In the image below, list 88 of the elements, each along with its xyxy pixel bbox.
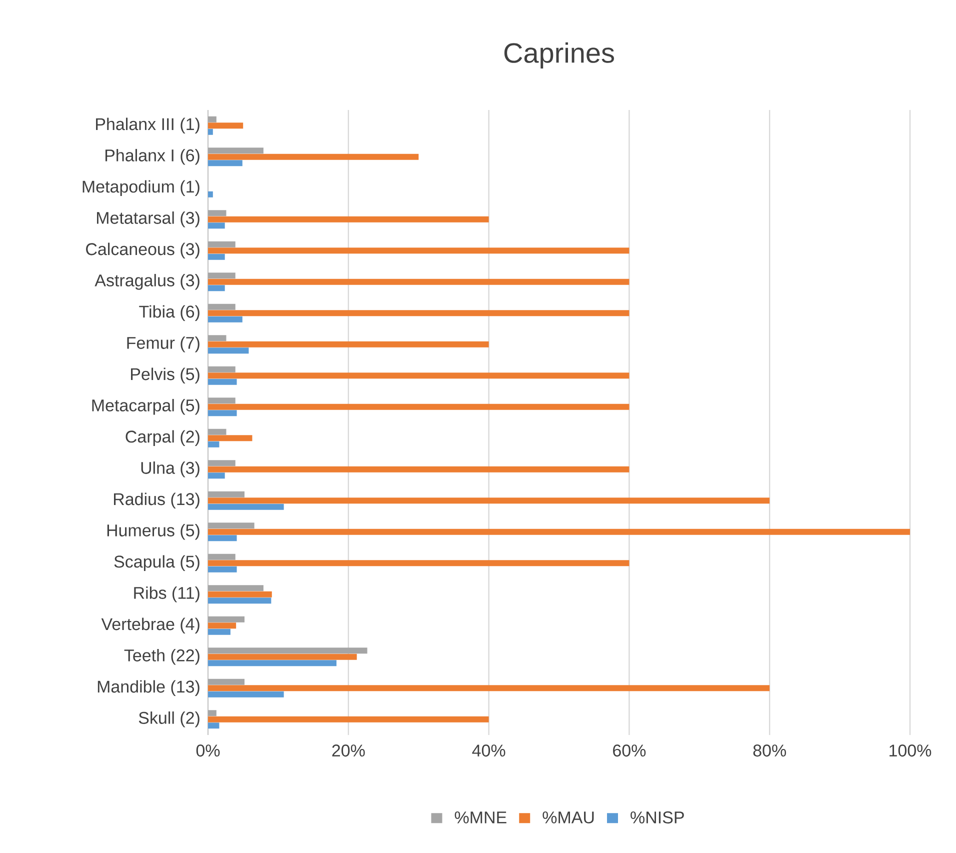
bar xyxy=(208,522,254,529)
bar xyxy=(208,410,237,416)
bar xyxy=(208,678,245,685)
x-tick-label: 60% xyxy=(613,744,646,757)
x-tick-label: 80% xyxy=(753,744,786,757)
y-tick-label: Metatarsal (3) xyxy=(97,211,200,228)
bar xyxy=(208,716,489,722)
bar xyxy=(208,254,225,260)
y-tick-label: Astragalus (3) xyxy=(94,274,200,290)
x-tick-label: 20% xyxy=(332,744,365,757)
bar xyxy=(208,585,264,592)
bar xyxy=(208,616,245,622)
bar xyxy=(208,648,368,654)
bar xyxy=(208,316,242,322)
y-tick-label: Pelvis (5) xyxy=(131,368,200,384)
bar xyxy=(208,441,220,448)
bar xyxy=(208,560,630,566)
y-tick-label: Phalanx III (1) xyxy=(96,118,200,134)
bar xyxy=(208,304,236,310)
bar xyxy=(208,554,236,560)
bar xyxy=(208,535,237,542)
bar xyxy=(208,210,226,216)
bar xyxy=(208,622,236,629)
bar xyxy=(208,498,770,504)
bar xyxy=(208,710,216,716)
y-tick-label: Radius (13) xyxy=(114,492,200,509)
x-tick-label: 100% xyxy=(890,744,932,757)
y-tick-label: Ribs (11) xyxy=(134,586,200,602)
bar xyxy=(208,241,236,248)
bar xyxy=(208,216,489,222)
bar xyxy=(208,685,770,692)
bar xyxy=(208,372,630,379)
bar xyxy=(208,504,284,510)
bar xyxy=(208,341,489,348)
bar xyxy=(208,460,236,466)
bar xyxy=(208,116,216,122)
bar xyxy=(208,466,630,472)
bar xyxy=(208,285,225,292)
y-tick-label: Phalanx I (6) xyxy=(105,148,200,165)
bar xyxy=(208,191,213,198)
bar xyxy=(208,122,244,129)
chart-title: Caprines xyxy=(504,42,614,68)
bar xyxy=(208,691,284,698)
bar xyxy=(208,378,237,385)
y-tick-label: Vertebrae (4) xyxy=(101,618,200,634)
bar xyxy=(208,148,264,154)
bar xyxy=(208,660,336,666)
bar xyxy=(208,528,910,535)
bar xyxy=(208,222,225,229)
bar xyxy=(208,278,630,285)
y-tick-label: Calcaneous (3) xyxy=(86,242,200,259)
bar xyxy=(208,398,236,404)
x-tick-label: 0% xyxy=(196,744,220,757)
y-tick-label: Skull (2) xyxy=(138,711,200,728)
bar xyxy=(208,366,236,372)
bar xyxy=(208,628,230,635)
y-tick-label: Tibia (6) xyxy=(139,305,200,322)
bar xyxy=(208,654,357,660)
legend-label: %MAU xyxy=(542,811,594,824)
bar xyxy=(208,335,226,342)
bar xyxy=(208,248,630,254)
bar xyxy=(208,435,252,442)
y-tick-label: Humerus (5) xyxy=(107,524,200,540)
y-tick-label: Scapula (5) xyxy=(114,555,200,572)
bar xyxy=(208,404,630,410)
legend-label: %NISP xyxy=(630,811,684,824)
y-tick-label: Mandible (13) xyxy=(98,680,200,696)
bar xyxy=(208,566,237,572)
y-tick-label: Carpal (2) xyxy=(126,430,200,446)
bar xyxy=(208,598,272,604)
bar xyxy=(208,591,272,598)
y-tick-label: Teeth (22) xyxy=(124,648,200,665)
bar xyxy=(208,472,225,479)
bar xyxy=(208,491,245,498)
legend-label: %MNE xyxy=(454,811,506,824)
y-tick-label: Ulna (3) xyxy=(141,461,200,478)
y-tick-label: Metapodium (1) xyxy=(82,180,200,196)
bar xyxy=(208,154,419,160)
bar xyxy=(208,722,220,729)
y-tick-label: Metacarpal (5) xyxy=(92,398,200,415)
bar xyxy=(208,272,236,279)
bar xyxy=(208,160,242,166)
bar xyxy=(208,428,226,435)
bar xyxy=(208,128,213,135)
x-tick-label: 40% xyxy=(472,744,506,757)
bar xyxy=(208,348,249,354)
y-tick-label: Femur (7) xyxy=(127,336,200,352)
bar xyxy=(208,310,630,316)
